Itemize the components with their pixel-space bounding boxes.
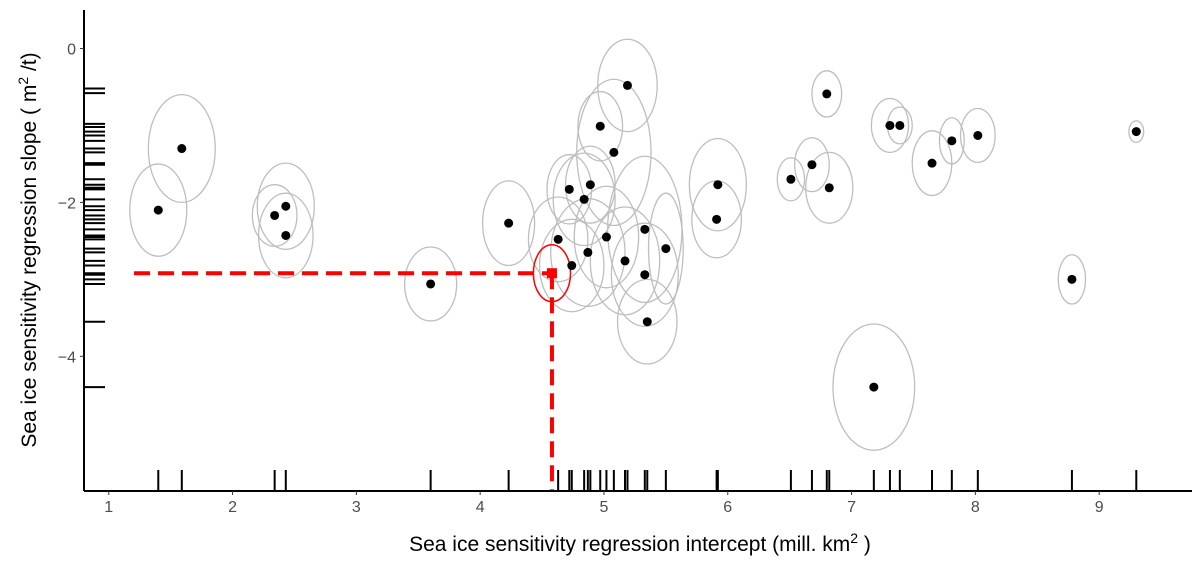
point-24: [786, 174, 796, 184]
x-axis-title: Sea ice sensitivity regression intercept…: [409, 530, 871, 556]
y-tick-label-1: −2: [58, 195, 76, 212]
ellipse-21: [647, 192, 684, 305]
ellipse-20: [616, 278, 678, 365]
ellipse-10: [552, 152, 616, 247]
ellipse-0: [129, 163, 188, 257]
x-tick-label-2: 3: [352, 499, 361, 516]
rug-marks: [84, 87, 1138, 491]
point-33: [973, 130, 983, 140]
point-3: [281, 201, 291, 211]
x-tick-label-5: 6: [723, 499, 732, 516]
y-tick-label-2: −4: [58, 349, 76, 366]
ellipse-9: [538, 218, 605, 313]
x-tick-label-3: 4: [476, 499, 485, 516]
y-tick-label-0: 0: [67, 41, 76, 58]
point-12: [585, 180, 595, 190]
ellipse-25: [793, 137, 830, 193]
point-9: [567, 261, 577, 271]
ellipse-1: [147, 94, 216, 204]
point-14: [601, 232, 611, 242]
ellipse-13: [577, 90, 624, 162]
point-28: [869, 382, 879, 392]
point-31: [927, 158, 937, 168]
x-tick-label-6: 7: [847, 499, 856, 516]
point-23: [713, 180, 723, 190]
point-1: [177, 144, 187, 154]
ellipse-19: [610, 222, 679, 327]
ellipse-3: [256, 162, 315, 250]
ellipse-17: [597, 38, 658, 133]
point-0: [153, 205, 163, 215]
ellipse-35: [1128, 120, 1145, 144]
y-axis-title: Sea ice sensitivity regression slope ( m…: [15, 52, 41, 447]
x-tick-label-7: 8: [971, 499, 980, 516]
highlight-point: [546, 268, 557, 279]
ellipse-6: [481, 180, 536, 267]
ellipse-32: [938, 117, 965, 165]
ellipse-29: [870, 97, 910, 154]
ellipse-24: [776, 157, 806, 202]
ellipse-26: [811, 70, 843, 118]
point-6: [504, 218, 514, 228]
ellipse-34: [1057, 254, 1087, 305]
point-34: [1067, 274, 1077, 284]
tick-labels: 1 2 3 4 5 6 7 8 9 0 −2 −4: [58, 41, 1104, 516]
uncertainty-ellipses: [129, 38, 1145, 451]
point-19: [640, 270, 650, 280]
ellipse-14: [573, 185, 640, 289]
point-25: [807, 160, 817, 170]
point-22: [712, 214, 722, 224]
point-15: [609, 147, 619, 157]
point-16: [620, 256, 630, 266]
point-21: [661, 244, 671, 254]
axes: [83, 10, 1192, 492]
point-8: [564, 184, 574, 194]
ellipse-7: [527, 196, 589, 283]
point-35: [1131, 127, 1141, 137]
point-10: [579, 194, 589, 204]
ellipse-31: [911, 130, 953, 197]
point-4: [281, 230, 291, 240]
x-tick-label-0: 1: [104, 499, 113, 516]
point-29: [885, 120, 895, 130]
ellipse-23: [688, 137, 747, 232]
ellipse-16: [589, 206, 661, 316]
point-27: [824, 183, 834, 193]
highlight-group: [134, 243, 572, 491]
ellipse-15: [576, 78, 652, 227]
point-30: [895, 120, 905, 130]
ellipse-28: [832, 323, 916, 451]
ellipse-27: [805, 151, 854, 224]
x-tick-label-4: 5: [600, 499, 609, 516]
x-tick-label-1: 2: [228, 499, 237, 516]
point-13: [595, 121, 605, 131]
point-7: [553, 234, 563, 244]
highlight-ellipse: [532, 243, 572, 303]
point-17: [622, 80, 632, 90]
point-20: [642, 317, 652, 327]
point-32: [947, 136, 957, 146]
ellipse-4: [257, 192, 314, 279]
point-5: [426, 279, 436, 289]
x-tick-label-8: 9: [1095, 499, 1104, 516]
point-18: [640, 224, 650, 234]
data-points: [153, 80, 1141, 392]
point-2: [270, 210, 280, 220]
point-11: [583, 247, 593, 257]
ellipse-8: [546, 154, 593, 225]
point-26: [822, 89, 832, 99]
ellipse-33: [959, 107, 996, 164]
ellipse-5: [403, 246, 458, 322]
